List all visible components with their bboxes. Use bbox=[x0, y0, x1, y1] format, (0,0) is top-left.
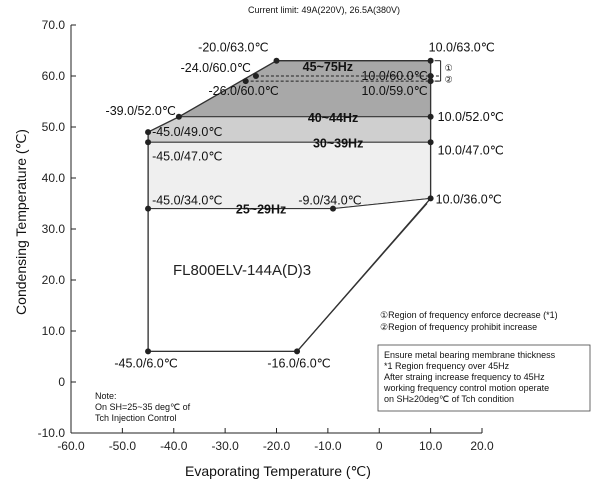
corner-point bbox=[330, 205, 337, 212]
corner-point bbox=[145, 139, 152, 146]
y-tick-label: -10.0 bbox=[38, 426, 66, 440]
corner-label: 10.0/59.0℃ bbox=[361, 84, 427, 98]
x-tick-label: 10.0 bbox=[419, 439, 443, 453]
x-tick-label: -30.0 bbox=[211, 439, 239, 453]
x-tick-label: -50.0 bbox=[109, 439, 137, 453]
info-line-1: Ensure metal bearing membrane thickness bbox=[384, 350, 556, 360]
corner-labels: -20.0/63.0℃ 10.0/63.0℃ -24.0/60.0℃ 10.0/60.… bbox=[106, 41, 504, 371]
corner-label: -26.0/60.0℃ bbox=[209, 84, 279, 98]
corner-point bbox=[427, 73, 434, 79]
y-tick-labels: -10.0 0 10.0 20.0 30.0 40.0 50.0 60.0 70.0 bbox=[38, 18, 66, 440]
region-legend-1: ①Region of frequency enforce decrease (*… bbox=[380, 310, 558, 320]
bracket-markers: ①② bbox=[434, 60, 453, 85]
corner-label: -24.0/60.0℃ bbox=[181, 61, 251, 75]
y-axis-title: Condensing Temperature (℃) bbox=[13, 129, 29, 315]
y-tick-label: 20.0 bbox=[42, 273, 66, 287]
x-tick-label: 0 bbox=[376, 439, 383, 453]
axes bbox=[70, 24, 483, 434]
corner-label: -16.0/6.0℃ bbox=[267, 356, 330, 370]
corner-points bbox=[145, 57, 434, 355]
y-tick-label: 70.0 bbox=[42, 18, 66, 32]
info-line-2: *1 Region frequency over 45Hz bbox=[384, 361, 510, 371]
note-line-3: Tch Injection Control bbox=[95, 413, 177, 423]
model-label: FL800ELV-144A(D)3 bbox=[173, 262, 311, 279]
frequency-zones bbox=[147, 60, 432, 352]
corner-label: -20.0/63.0℃ bbox=[198, 41, 268, 55]
x-tick-label: -60.0 bbox=[57, 439, 85, 453]
y-tick-label: 10.0 bbox=[42, 324, 66, 338]
corner-point bbox=[242, 78, 249, 85]
note-line-2: On SH=25~35 deg℃ of bbox=[95, 402, 191, 412]
corner-point bbox=[427, 57, 434, 64]
corner-point bbox=[427, 78, 434, 85]
corner-point bbox=[427, 139, 434, 146]
envelope-inner-diagonal bbox=[296, 203, 428, 352]
corner-label: 10.0/36.0℃ bbox=[436, 192, 502, 206]
corner-point bbox=[145, 348, 152, 355]
y-tick-label: 0 bbox=[58, 375, 65, 389]
corner-point bbox=[273, 57, 280, 64]
bracket-marker: ② bbox=[445, 75, 453, 85]
y-tick-label: 30.0 bbox=[42, 222, 66, 236]
x-tick-label: -20.0 bbox=[263, 439, 291, 453]
zone-labels: 45~75Hz 40~44Hz 30~39Hz 25~29Hz bbox=[236, 60, 363, 217]
x-axis-title: Evaporating Temperature (℃) bbox=[185, 463, 371, 479]
corner-point bbox=[145, 205, 152, 212]
x-tick-labels: -60.0 -50.0 -40.0 -30.0 -20.0 -10.0 0 10.0 20.0 bbox=[57, 439, 494, 453]
corner-point bbox=[427, 113, 434, 120]
corner-label: -45.0/6.0℃ bbox=[114, 356, 177, 370]
info-line-5: on SH≥20deg℃ of Tch condition bbox=[384, 394, 514, 404]
corner-point bbox=[294, 348, 301, 355]
x-tick-label: 20.0 bbox=[470, 439, 494, 453]
zone-label: 30~39Hz bbox=[313, 136, 363, 150]
corner-point bbox=[145, 129, 152, 136]
corner-label: -9.0/34.0℃ bbox=[298, 194, 361, 208]
corner-label: -45.0/47.0℃ bbox=[152, 149, 222, 163]
corner-label: 10.0/47.0℃ bbox=[438, 143, 504, 157]
x-tick-label: -10.0 bbox=[314, 439, 342, 453]
corner-label: -45.0/34.0℃ bbox=[152, 194, 222, 208]
y-tick-label: 60.0 bbox=[42, 69, 66, 83]
corner-label: 10.0/60.0℃ bbox=[361, 69, 427, 83]
corner-label: 10.0/63.0℃ bbox=[429, 41, 495, 55]
y-tick-label: 40.0 bbox=[42, 171, 66, 185]
corner-label: -45.0/49.0℃ bbox=[152, 125, 222, 139]
region-legend-2: ②Region of frequency prohibit increase bbox=[380, 322, 537, 332]
corner-point bbox=[427, 195, 434, 202]
y-tick-label: 50.0 bbox=[42, 120, 66, 134]
zone-label: 25~29Hz bbox=[236, 203, 286, 217]
corner-point bbox=[175, 113, 182, 120]
current-limit-label: Current limit: 49A(220V), 26.5A(380V) bbox=[248, 5, 400, 15]
dashed-boundaries bbox=[245, 75, 441, 82]
corner-label: 10.0/52.0℃ bbox=[438, 110, 504, 124]
zone-label: 45~75Hz bbox=[303, 60, 353, 74]
info-line-3: After straing increase frequency to 45Hz bbox=[384, 372, 545, 382]
bracket-marker: ① bbox=[445, 63, 453, 73]
zone-label: 40~44Hz bbox=[308, 111, 358, 125]
corner-label: -39.0/52.0℃ bbox=[106, 104, 176, 118]
note-line-1: Note: bbox=[95, 391, 117, 401]
corner-point bbox=[252, 73, 259, 79]
info-box bbox=[377, 344, 591, 412]
info-line-4: working frequency control motion operate bbox=[383, 383, 549, 393]
x-tick-label: -40.0 bbox=[160, 439, 188, 453]
